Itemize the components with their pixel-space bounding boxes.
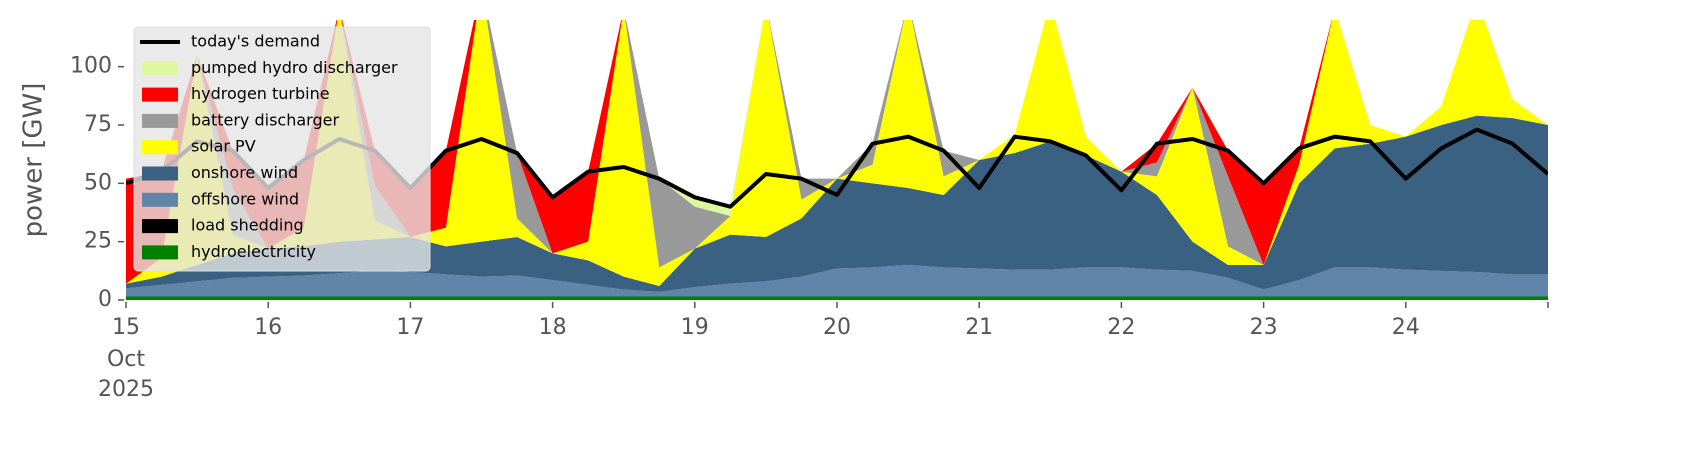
legend-swatch (142, 245, 178, 260)
legend-label: offshore wind (191, 189, 299, 208)
legend-swatch (142, 113, 178, 128)
axes: 0 25 50 75 100 15 16 17 18 19 20 21 22 23 24 Oct 2025 (70, 54, 1549, 402)
x-tick-label: 22 (1107, 315, 1135, 340)
y-tick-label: 75 (84, 112, 112, 137)
y-tick-label: 25 (84, 229, 112, 254)
legend-swatch (142, 87, 178, 102)
y-tick-label: 100 (70, 54, 112, 79)
x-tick-label: 17 (396, 315, 424, 340)
x-tick-label: 15 (112, 315, 140, 340)
legend-swatch (142, 61, 178, 76)
x-tick-label: 23 (1250, 315, 1278, 340)
y-tick-label: 0 (98, 287, 112, 312)
y-axis-label: power [GW] (19, 83, 49, 238)
legend-label: battery discharger (191, 110, 339, 129)
x-tick-label: 20 (823, 315, 851, 340)
legend-label: load shedding (191, 216, 304, 235)
x-tick-label: 18 (539, 315, 567, 340)
legend-label: hydrogen turbine (191, 84, 330, 103)
legend-swatch (142, 192, 178, 207)
legend-swatch (142, 166, 178, 181)
legend-label: today's demand (191, 32, 320, 51)
y-tick-label: 50 (84, 170, 112, 195)
area (126, 296, 1548, 300)
x-tick-label: 16 (254, 315, 282, 340)
legend-box (133, 26, 431, 272)
x-month-label: Oct (107, 347, 145, 372)
legend-swatch (142, 140, 178, 155)
area (126, 265, 1548, 297)
x-tick-label: 24 (1392, 315, 1420, 340)
legend-swatch (142, 219, 178, 234)
area (126, 20, 1548, 286)
x-year-label: 2025 (98, 377, 154, 402)
x-tick-label: 19 (681, 315, 709, 340)
x-tick-label: 21 (965, 315, 993, 340)
area (126, 115, 1548, 292)
legend-label: pumped hydro discharger (191, 58, 398, 77)
legend: today's demand pumped hydro discharger hyd… (133, 26, 431, 272)
legend-label: onshore wind (191, 163, 298, 182)
legend-label: solar PV (191, 137, 256, 156)
legend-label: hydroelectricity (191, 242, 316, 261)
